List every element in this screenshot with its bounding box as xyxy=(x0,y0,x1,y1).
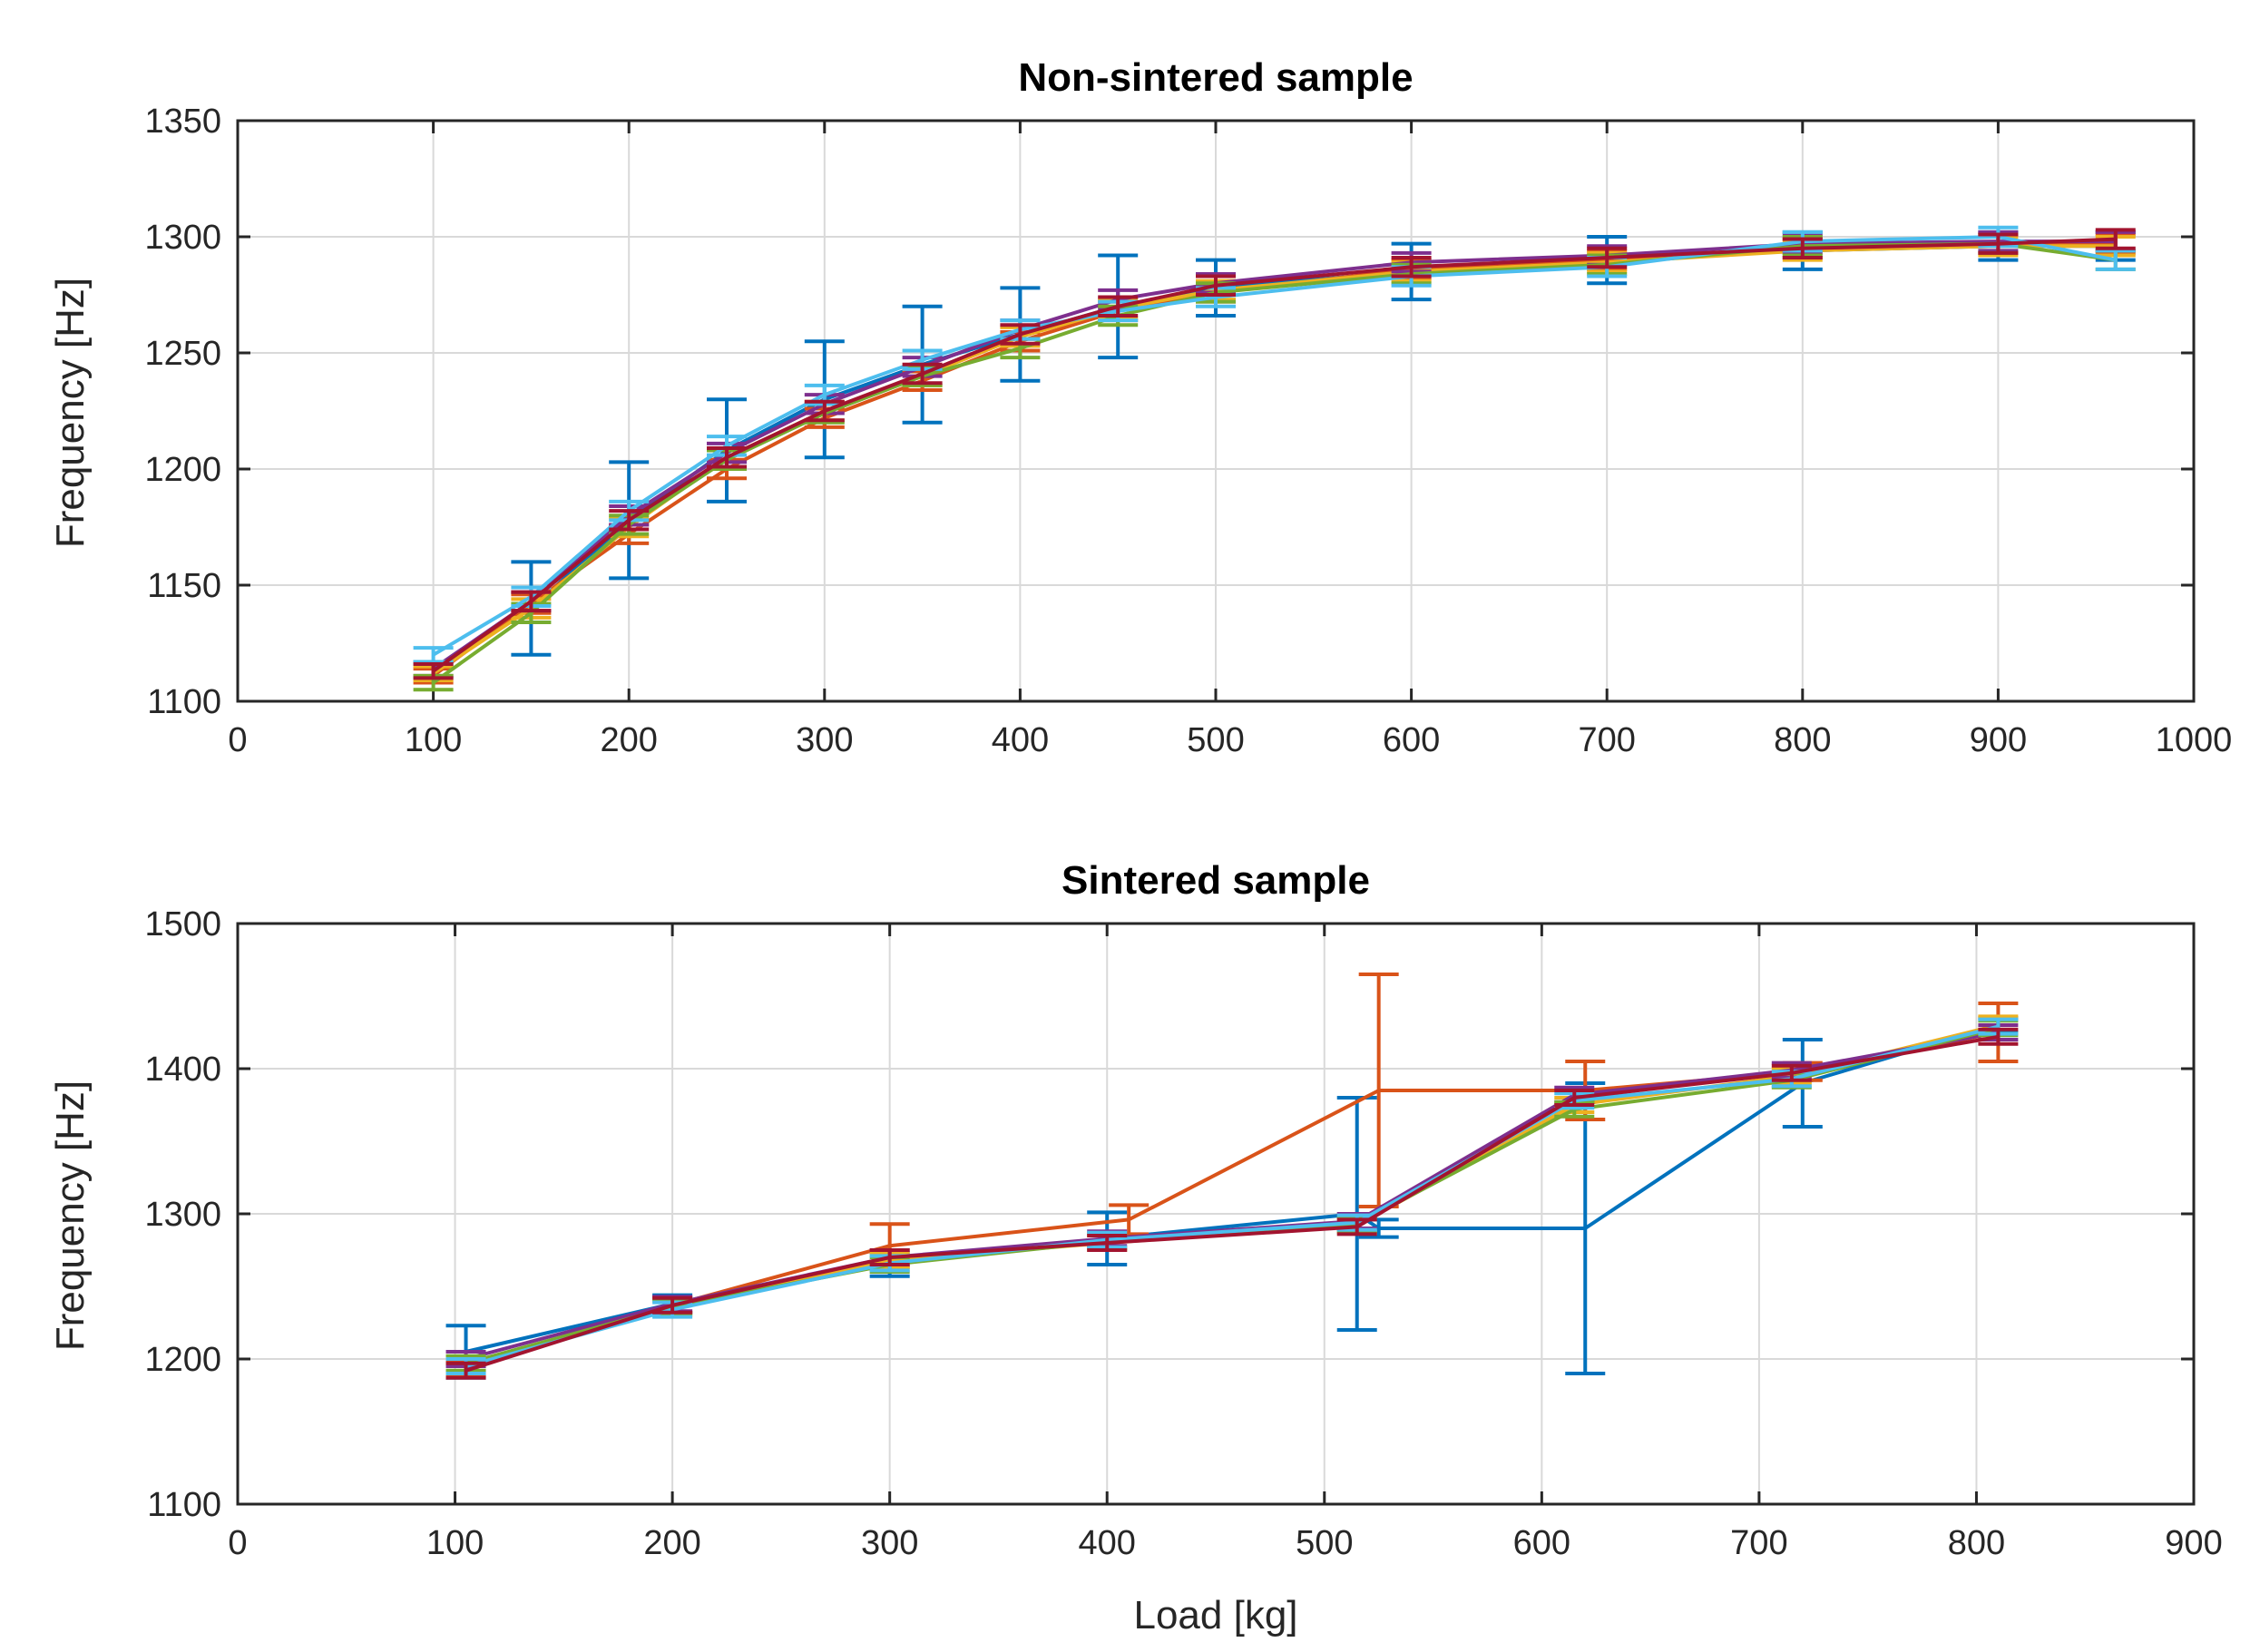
series-line xyxy=(432,241,2117,685)
x-tick-label: 700 xyxy=(1730,1524,1787,1562)
y-tick-label: 1250 xyxy=(144,335,221,373)
x-tick-label: 1000 xyxy=(2156,721,2233,759)
x-tick-label: 100 xyxy=(426,1524,484,1562)
ticks: 0 100 200 300 400 500 600 700 800 900 1000 1100 1150… xyxy=(144,103,2232,759)
series-line xyxy=(465,1034,1999,1373)
series-line xyxy=(432,244,2116,673)
series-line xyxy=(432,244,2116,675)
x-axis-label-sintered: Load [kg] xyxy=(1133,1593,1297,1637)
y-tick-label: 1300 xyxy=(144,219,221,257)
chart-title-non-sintered: Non-sintered sample xyxy=(1018,55,1413,100)
series-6 xyxy=(413,225,2136,664)
y-tick-label: 1150 xyxy=(147,567,221,605)
chart-title-sintered: Sintered sample xyxy=(1062,858,1370,903)
y-tick-label: 1100 xyxy=(147,1486,221,1524)
y-tick-label: 1100 xyxy=(147,683,221,721)
y-tick-label: 1500 xyxy=(144,905,221,943)
chart-sintered: Sintered sample Frequency [Hz] Load [kg]… xyxy=(48,858,2223,1637)
series-5 xyxy=(413,232,2136,692)
y-axis-label-non-sintered: Frequency [Hz] xyxy=(48,278,93,548)
series-line xyxy=(432,237,2116,673)
x-tick-label: 400 xyxy=(992,721,1049,759)
x-tick-label: 500 xyxy=(1187,721,1244,759)
grid xyxy=(237,923,2195,1505)
x-tick-label: 600 xyxy=(1513,1524,1570,1562)
series-7 xyxy=(445,1027,2019,1380)
x-tick-label: 700 xyxy=(1578,721,1635,759)
y-tick-label: 1200 xyxy=(144,451,221,489)
x-tick-label: 200 xyxy=(643,1524,700,1562)
x-tick-label: 300 xyxy=(861,1524,918,1562)
x-tick-label: 200 xyxy=(600,721,657,759)
series-1 xyxy=(413,230,2136,680)
y-tick-label: 1400 xyxy=(144,1051,221,1089)
series-3 xyxy=(413,235,2136,682)
x-tick-label: 300 xyxy=(796,721,853,759)
x-tick-label: 400 xyxy=(1079,1524,1136,1562)
series-line xyxy=(432,239,2116,670)
series-7 xyxy=(413,228,2136,680)
x-tick-label: 0 xyxy=(228,1524,247,1562)
series-group xyxy=(413,225,2136,692)
x-tick-label: 900 xyxy=(2165,1524,2222,1562)
series-line xyxy=(432,241,2116,678)
series-line xyxy=(432,235,2117,657)
series-2 xyxy=(413,232,2136,685)
x-tick-label: 100 xyxy=(405,721,462,759)
x-tick-label: 800 xyxy=(1774,721,1831,759)
x-tick-label: 600 xyxy=(1383,721,1440,759)
x-tick-label: 900 xyxy=(1970,721,2027,759)
axes-frame xyxy=(236,119,2196,703)
y-tick-label: 1300 xyxy=(144,1196,221,1234)
x-tick-label: 0 xyxy=(228,721,247,759)
y-tick-label: 1200 xyxy=(144,1341,221,1379)
series-group xyxy=(445,973,2019,1380)
y-tick-label: 1350 xyxy=(144,103,221,141)
x-tick-label: 800 xyxy=(1948,1524,2005,1562)
axes-frame xyxy=(236,922,2196,1506)
ticks: 0 100 200 300 400 500 600 700 800 900 1100 1200 1300… xyxy=(144,905,2222,1562)
chart-non-sintered: Non-sintered sample Frequency [Hz] 0 100 2… xyxy=(48,55,2232,759)
series-line xyxy=(465,1024,1999,1368)
y-axis-label-sintered: Frequency [Hz] xyxy=(48,1080,93,1351)
x-tick-label: 500 xyxy=(1296,1524,1353,1562)
series-4 xyxy=(413,230,2136,678)
